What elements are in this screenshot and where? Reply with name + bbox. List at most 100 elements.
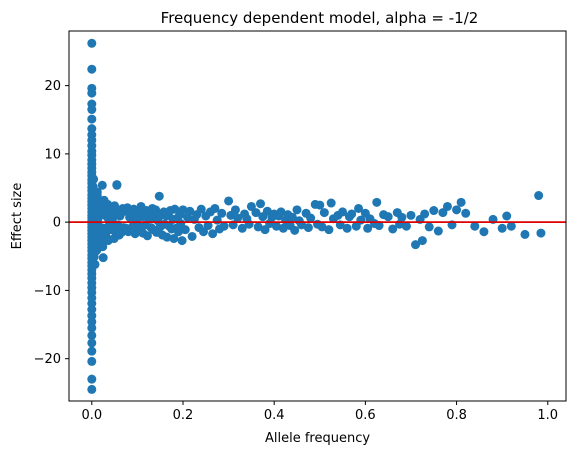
data-point <box>142 231 152 241</box>
data-point <box>292 205 302 215</box>
data-point <box>251 208 261 218</box>
data-point <box>98 242 108 252</box>
data-point <box>87 114 97 124</box>
x-tick-label: 0.2 <box>173 408 194 423</box>
x-tick-label: 0.4 <box>264 408 285 423</box>
y-tick-label: 0 <box>53 216 61 231</box>
data-point <box>452 205 462 215</box>
data-point <box>306 213 316 223</box>
data-point <box>536 228 546 238</box>
data-point <box>497 223 507 233</box>
data-point <box>401 221 411 231</box>
data-point <box>276 207 286 217</box>
data-point <box>196 204 206 214</box>
data-point <box>87 330 97 340</box>
data-point <box>217 208 227 218</box>
data-point <box>424 222 434 232</box>
data-point <box>180 225 190 235</box>
data-point <box>354 203 364 213</box>
data-point <box>278 223 288 233</box>
data-point <box>303 223 313 233</box>
data-point <box>246 201 256 211</box>
data-point <box>534 191 544 201</box>
data-point <box>199 227 209 237</box>
data-point <box>429 206 439 216</box>
y-tick-label: 20 <box>44 79 61 94</box>
data-point <box>97 180 107 190</box>
y-tick-label: −20 <box>34 352 61 367</box>
data-point <box>374 221 384 231</box>
data-point <box>151 205 161 215</box>
data-point <box>417 236 427 246</box>
data-point <box>351 221 361 231</box>
data-point <box>114 226 124 236</box>
data-point <box>461 208 471 218</box>
data-point <box>92 187 102 197</box>
y-axis-label: Effect size <box>10 183 25 250</box>
y-axis-ticks: −20 −10 0 10 20 <box>34 79 69 367</box>
data-point <box>383 212 393 222</box>
data-point <box>87 323 97 333</box>
x-axis-label: Allele frequency <box>265 431 370 446</box>
data-point <box>173 227 183 237</box>
y-tick-label: 10 <box>44 147 61 162</box>
data-point <box>187 231 197 241</box>
data-point <box>87 38 97 48</box>
data-point <box>87 338 97 348</box>
x-tick-label: 0.6 <box>355 408 376 423</box>
data-point <box>185 206 195 216</box>
data-point <box>162 232 172 242</box>
data-point <box>87 346 97 356</box>
data-point <box>253 222 263 232</box>
data-point <box>87 105 97 115</box>
data-point <box>406 210 416 220</box>
data-point <box>224 196 234 206</box>
x-axis-ticks: 0.0 0.2 0.4 0.6 0.8 1.0 <box>81 401 558 423</box>
data-point <box>260 225 270 235</box>
data-point <box>208 229 218 239</box>
data-point <box>397 212 407 222</box>
data-point <box>324 225 334 235</box>
data-point <box>326 198 336 208</box>
data-point <box>470 221 480 231</box>
data-point <box>210 203 220 213</box>
data-point <box>271 221 281 231</box>
data-point <box>154 191 164 201</box>
data-point <box>317 222 327 232</box>
data-point <box>178 205 188 215</box>
data-point <box>420 209 430 219</box>
data-point <box>87 356 97 366</box>
data-point <box>169 234 179 244</box>
data-point <box>256 199 266 209</box>
data-point <box>262 206 272 216</box>
data-point <box>233 213 243 223</box>
data-point <box>203 221 213 231</box>
data-point <box>287 212 297 222</box>
data-point <box>109 234 119 244</box>
data-point <box>237 223 247 233</box>
data-point <box>338 207 348 217</box>
data-point <box>502 211 512 221</box>
data-point <box>456 197 466 207</box>
data-point <box>442 201 452 211</box>
data-point <box>87 64 97 74</box>
data-point <box>87 88 97 98</box>
data-point <box>315 200 325 210</box>
data-point <box>438 208 448 218</box>
data-point <box>479 227 489 237</box>
chart-title: Frequency dependent model, alpha = -1/2 <box>161 9 479 27</box>
data-point <box>89 252 99 262</box>
data-point <box>290 225 300 235</box>
data-point <box>89 174 99 184</box>
x-tick-label: 0.0 <box>81 408 102 423</box>
data-point <box>319 208 329 218</box>
data-point <box>388 224 398 234</box>
plot-frame <box>68 30 567 402</box>
data-points <box>87 38 546 394</box>
data-point <box>433 226 443 236</box>
data-point <box>347 209 357 219</box>
data-point <box>219 221 229 231</box>
data-point <box>177 236 187 246</box>
x-tick-label: 1.0 <box>537 408 558 423</box>
